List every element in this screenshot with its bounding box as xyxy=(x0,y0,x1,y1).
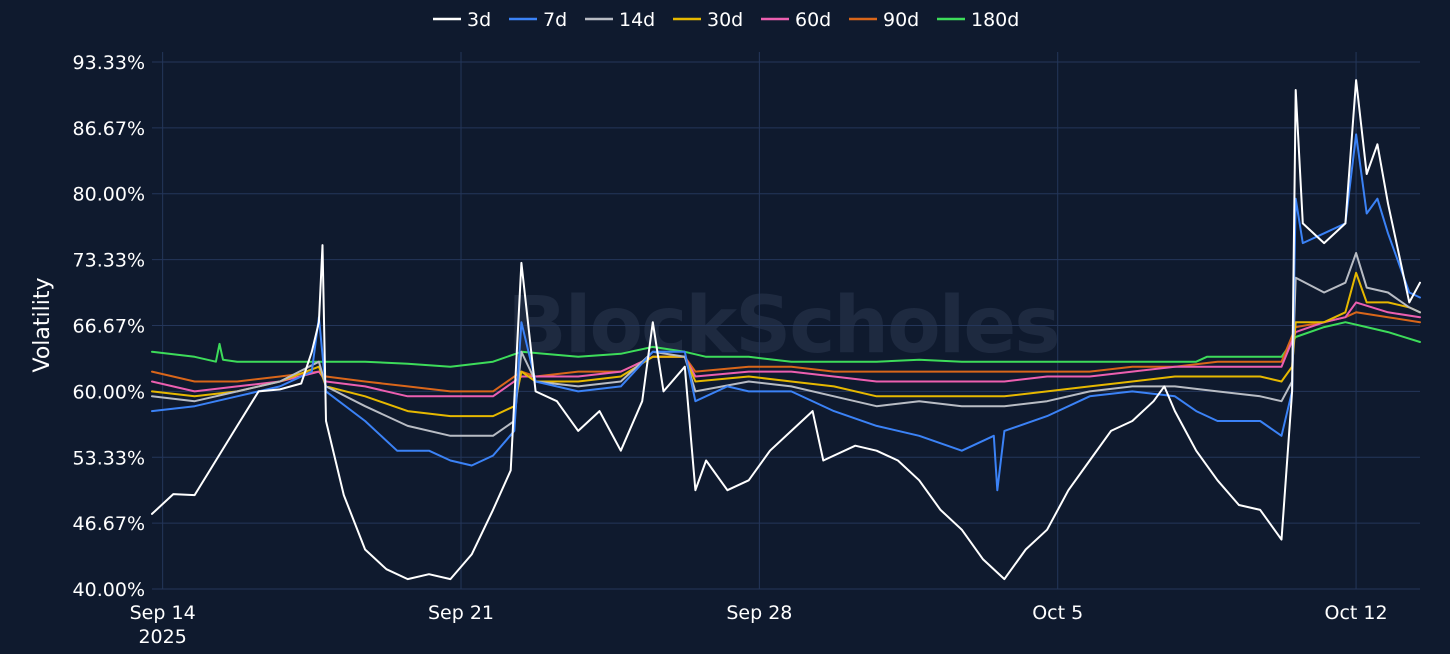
legend-item-90d: 90d xyxy=(849,9,919,31)
y-tick-label: 60.00% xyxy=(73,381,145,403)
series-line-180d xyxy=(151,321,1421,368)
y-tick-label: 80.00% xyxy=(73,184,145,206)
y-tick-label: 86.67% xyxy=(73,118,145,140)
series-line-7d xyxy=(151,133,1421,492)
x-tick-label: Oct 5 xyxy=(1032,602,1083,624)
x-tick-label: Sep 14 xyxy=(130,602,196,624)
legend-item-14d: 14d xyxy=(585,9,655,31)
blockscholes-watermark: BlockScholes xyxy=(507,281,1058,371)
series-line-30d xyxy=(151,271,1421,418)
legend-item-60d: 60d xyxy=(761,9,831,31)
legend-label: 180d xyxy=(971,9,1019,31)
series-line-60d xyxy=(151,301,1421,398)
legend-label: 30d xyxy=(707,9,743,31)
legend-label: 90d xyxy=(883,9,919,31)
y-tick-label: 40.00% xyxy=(73,579,145,601)
legend-item-7d: 7d xyxy=(509,9,567,31)
y-tick-label: 66.67% xyxy=(73,315,145,337)
legend-label: 14d xyxy=(619,9,655,31)
watermark-layer: BlockScholes xyxy=(507,281,1060,371)
series-line-90d xyxy=(151,311,1421,393)
series-line-14d xyxy=(151,252,1421,437)
y-axis-title: Volatility xyxy=(30,277,55,372)
y-tick-label: 93.33% xyxy=(73,52,145,74)
legend-item-3d: 3d xyxy=(433,9,491,31)
legend-label: 3d xyxy=(467,9,491,31)
legend-item-180d: 180d xyxy=(937,9,1019,31)
grid-layer xyxy=(152,52,1420,590)
x-tick-label: Sep 28 xyxy=(726,602,792,624)
x-tick-sublabel: 2025 xyxy=(138,626,186,648)
legend-item-30d: 30d xyxy=(673,9,743,31)
legend-label: 7d xyxy=(543,9,567,31)
legend: 3d 7d 14d 30d 60d 90d 180d xyxy=(433,9,1019,31)
y-tick-label: 53.33% xyxy=(73,447,145,469)
series-line-3d xyxy=(151,79,1421,581)
legend-label: 60d xyxy=(795,9,831,31)
series-layer xyxy=(151,79,1421,581)
axis-layer: 40.00% 46.67% 53.33% 60.00% 66.67% 73.33% 80.0… xyxy=(73,52,1388,648)
y-tick-label: 73.33% xyxy=(73,250,145,272)
x-tick-label: Oct 12 xyxy=(1325,602,1388,624)
y-tick-label: 46.67% xyxy=(73,513,145,535)
x-tick-label: Sep 21 xyxy=(428,602,494,624)
